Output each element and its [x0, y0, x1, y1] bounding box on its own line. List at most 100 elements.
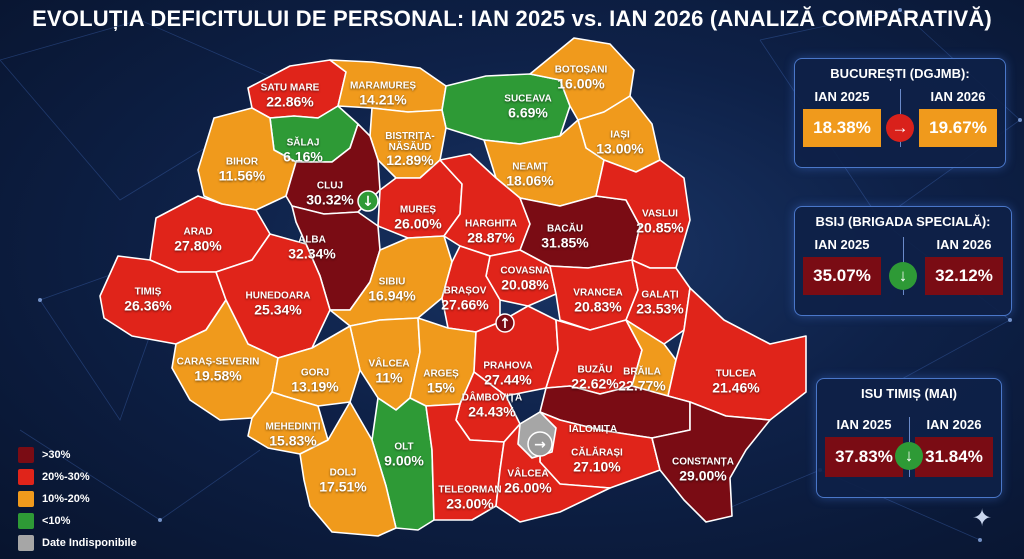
county-name: TULCEA [715, 368, 757, 380]
county-label: HARGHITA 28.87% [465, 219, 517, 244]
county-value: 20.83% [574, 297, 622, 314]
county-name: TELEORMAN [438, 484, 502, 496]
county-label: BRĂILA 22.77% [618, 367, 665, 392]
county-vaslui [595, 159, 691, 269]
county-name: BOTOȘANI [554, 64, 608, 76]
county-cluj [285, 123, 381, 215]
county-label: ARGEȘ 15% [423, 369, 459, 394]
county-name: VASLUI [642, 208, 678, 220]
panel-title: BSIJ (BRIGADA SPECIALĂ): [815, 214, 991, 229]
legend-swatch [18, 447, 34, 463]
county-value: 26.00% [504, 478, 552, 495]
county-label: SUCEAVA 6.69% [504, 94, 551, 119]
value-box: 19.67% [919, 109, 997, 147]
county-label: BOTOȘANI 16.00% [555, 65, 608, 90]
value-box: 37.83% [825, 437, 903, 477]
comparison-panel: ISU TIMIȘ (MAI) IAN 2025 37.83% IAN 2026 31.… [816, 378, 1002, 498]
legend-swatch [18, 491, 34, 507]
county-label: TIMIȘ 26.36% [124, 287, 171, 312]
county-value: 22.86% [266, 92, 314, 109]
arrow-right-icon: → [886, 114, 914, 142]
county-tulcea [667, 287, 807, 421]
legend-item: >30% [18, 447, 70, 463]
county-label: VASLUI 20.85% [636, 209, 683, 234]
county-name: BACĂU [546, 223, 584, 235]
county-label: HUNEDOARA 25.34% [246, 291, 311, 316]
legend-swatch [18, 513, 34, 529]
value-box: 18.38% [803, 109, 881, 147]
county-name: COVASNA [500, 265, 550, 277]
county-value: 17.51% [319, 477, 367, 494]
county-label: MUREȘ 26.00% [394, 205, 441, 230]
county-label: CONSTANȚA 29.00% [672, 457, 734, 482]
county-value: 27.66% [441, 295, 489, 312]
county-name: SUCEAVA [504, 93, 552, 105]
county-name: ARGEȘ [423, 368, 459, 380]
county-value: 9.00% [384, 451, 424, 468]
county-label: GORJ 13.19% [291, 368, 338, 393]
county-name: ALBA [298, 234, 326, 246]
county-value: 22.77% [618, 376, 666, 393]
county-value: 15.83% [269, 431, 317, 448]
year-label: IAN 2025 [814, 89, 870, 104]
county-name: HARGHITA [464, 218, 518, 230]
county-value: 30.32% [306, 190, 354, 207]
comparison-panel: BSIJ (BRIGADA SPECIALĂ): IAN 2025 35.07% IA… [794, 206, 1012, 316]
arrow-right-icon: → [527, 431, 553, 457]
county-value: 14.21% [359, 90, 407, 107]
county-value: 29.00% [679, 466, 727, 483]
year-label: IAN 2025 [814, 237, 870, 252]
county-label: SIBIU 16.94% [368, 277, 415, 302]
county-value: 28.87% [467, 228, 515, 245]
year-label: IAN 2026 [930, 89, 986, 104]
year-label: IAN 2025 [836, 417, 892, 432]
county-name: VÂLCEA [507, 468, 549, 480]
svg-text:↓: ↓ [362, 194, 374, 210]
arrow-down-icon: ↓ [357, 190, 379, 212]
county-name: HUNEDOARA [245, 290, 311, 302]
county-value: 26.36% [124, 296, 172, 313]
county-name: IALOMIȚA [568, 423, 618, 435]
county-value: 12.89% [386, 152, 434, 169]
legend-item: 20%-30% [18, 469, 90, 485]
county-value: 24.43% [468, 402, 516, 419]
panel-title: ISU TIMIȘ (MAI) [860, 386, 958, 401]
county-label: COVASNA 20.08% [500, 266, 549, 291]
county-name: SIBIU [378, 276, 406, 288]
county-value: 31.85% [541, 233, 589, 250]
county-name: DÂMBOVIȚA [461, 392, 523, 404]
value-box: 35.07% [803, 257, 881, 295]
county-label: SĂLAJ 6.16% [283, 138, 323, 163]
legend-item: <10% [18, 513, 70, 529]
county-label: ARAD 27.80% [174, 227, 221, 252]
value-box: 31.84% [915, 437, 993, 477]
county-name: MEHEDINȚI [265, 421, 321, 433]
county-label: BIHOR 11.56% [219, 157, 266, 182]
legend-swatch [18, 469, 34, 485]
county-name: CONSTANȚA [671, 456, 735, 468]
county-name: NĂSĂUD [388, 141, 432, 153]
county-label: CARAȘ-SEVERIN 19.58% [177, 357, 260, 382]
county-name: BRAȘOV [443, 285, 487, 297]
county-value: 16.94% [368, 286, 416, 303]
county-value: 22.62% [571, 374, 619, 391]
county-name: TIMIȘ [134, 286, 162, 298]
county-label: MEHEDINȚI 15.83% [266, 422, 321, 447]
county-label: VÂLCEA 26.00% [504, 469, 551, 494]
county-value: 21.46% [712, 378, 760, 395]
county-label: PRAHOVA 27.44% [483, 361, 532, 386]
county-label: CĂLĂRAȘI 27.10% [571, 448, 623, 473]
county-label: DOLJ 17.51% [319, 468, 366, 493]
county-label: BRAȘOV 27.66% [441, 286, 488, 311]
arrow-up-icon: ↑ [495, 313, 515, 333]
county-label: MARAMUREȘ 14.21% [350, 81, 416, 106]
county-name: OLT [394, 441, 414, 453]
county-name: MUREȘ [399, 204, 437, 216]
county-name: CLUJ [316, 180, 344, 192]
county-value: 23.00% [446, 494, 494, 511]
county-name: BUZĂU [577, 364, 613, 376]
county-value: 23.53% [636, 299, 684, 316]
county-name: CARAȘ-SEVERIN [176, 356, 260, 368]
county-label: VÂLCEA 11% [368, 359, 409, 384]
